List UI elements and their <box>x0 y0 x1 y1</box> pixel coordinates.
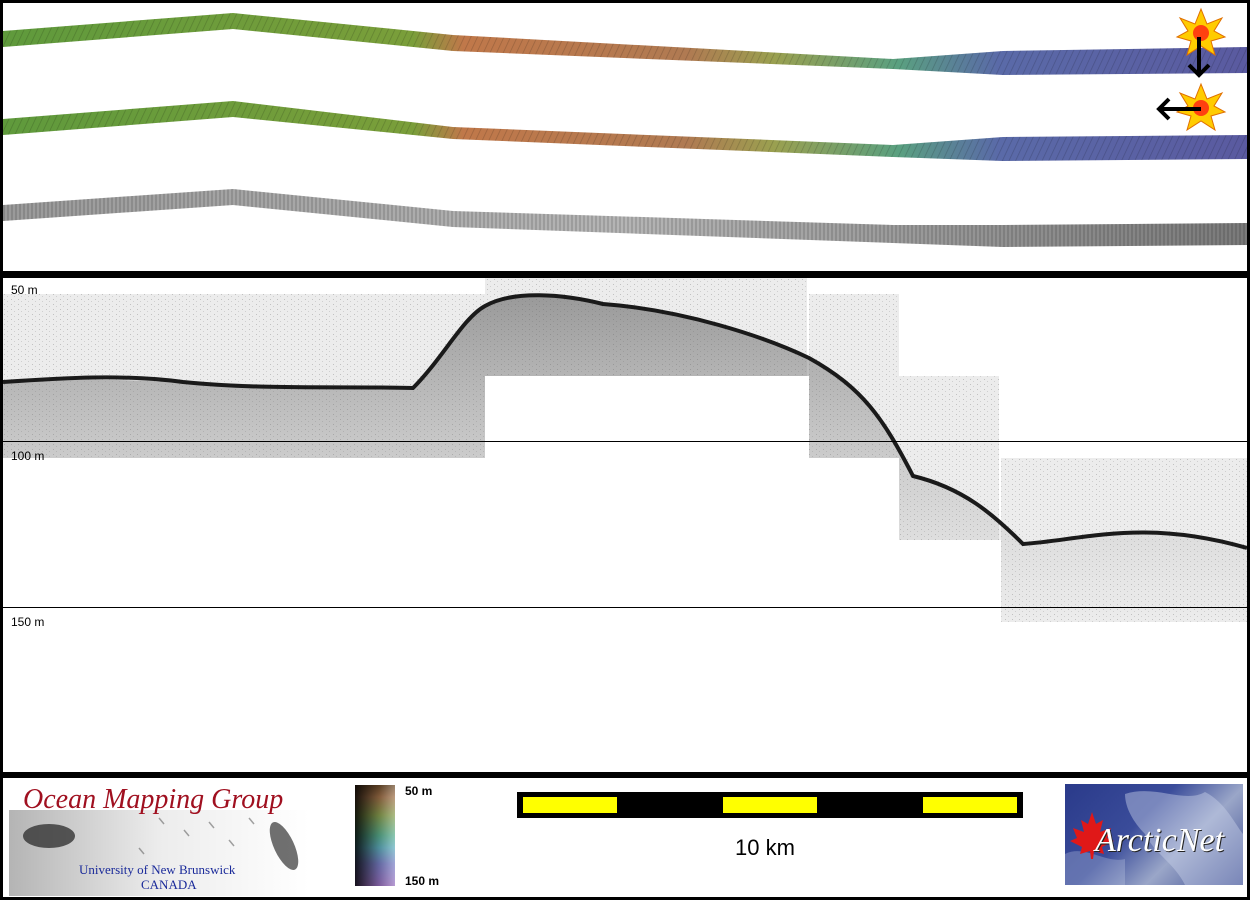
omg-country: CANADA <box>141 877 197 892</box>
scale-bar-segment <box>723 797 817 813</box>
colorbar-max-label: 150 m <box>405 874 440 888</box>
footer-legend-panel: Ocean Mapping Group University of New Br… <box>3 778 1247 897</box>
backscatter-swath-strip <box>3 189 1247 247</box>
scale-bar-label: 10 km <box>735 835 795 860</box>
scale-bar <box>517 792 1023 818</box>
depth-label: 50 m <box>11 283 38 297</box>
seabed-reflector-line <box>3 293 1247 550</box>
swath-strips <box>3 7 1247 247</box>
arcticnet-map-image <box>1065 791 1243 885</box>
depth-gridline <box>3 607 1247 608</box>
omg-logo: Ocean Mapping Group University of New Br… <box>9 778 309 897</box>
scale-bar-segment <box>923 797 1017 813</box>
arrow-down-icon <box>1187 37 1211 78</box>
omg-title: Ocean Mapping Group <box>23 784 284 815</box>
bathymetry-swath-strip <box>3 13 1247 75</box>
profile-echogram <box>3 278 1247 622</box>
colorbar-min-label: 50 m <box>405 784 433 798</box>
maple-leaf-icon <box>1070 812 1114 859</box>
swath-panel <box>3 3 1247 271</box>
shaded-relief-swath-strip <box>3 101 1247 161</box>
arcticnet-wordmark: ArcticNet <box>1095 822 1225 859</box>
depth-gridline <box>3 441 1247 442</box>
sub-bottom-haze <box>3 295 1247 622</box>
arcticnet-logo: ArcticNet <box>1065 784 1243 885</box>
omg-logo-image <box>9 810 309 896</box>
depth-label: 100 m <box>11 449 45 463</box>
omg-university: University of New Brunswick <box>79 862 236 877</box>
arrow-left-icon <box>1156 97 1201 121</box>
depth-label: 150 m <box>11 615 45 629</box>
scale-bar-segment <box>523 797 617 813</box>
subbottom-profile-panel: 50 m 100 m 150 m <box>3 278 1247 772</box>
colorbar-shade <box>355 785 395 886</box>
